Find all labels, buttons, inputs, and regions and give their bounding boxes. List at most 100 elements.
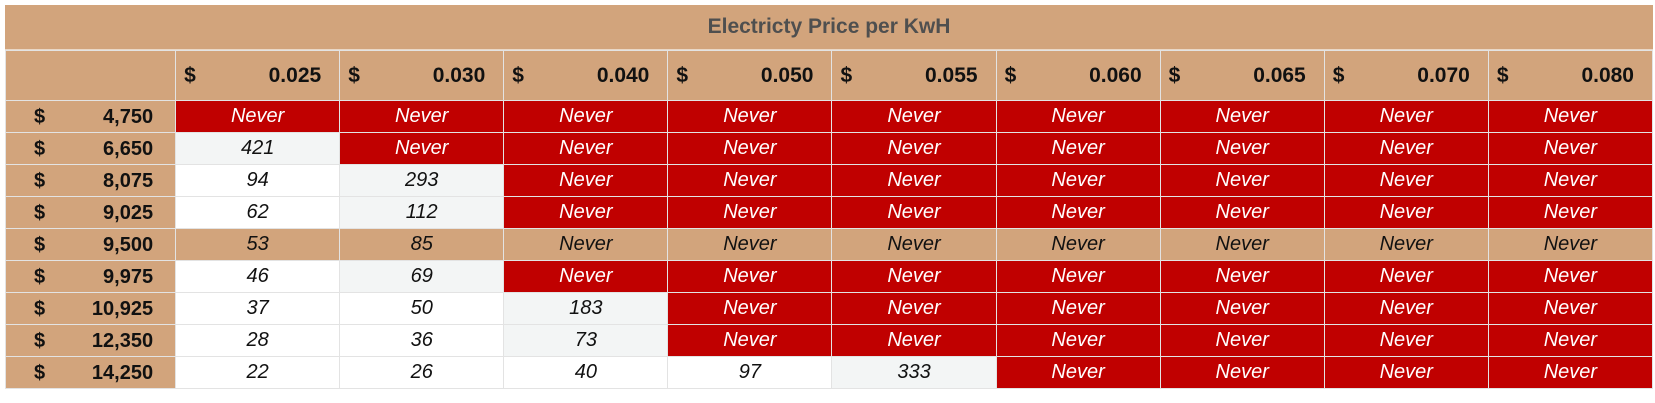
payback-cell[interactable]: 37 (175, 292, 341, 325)
payback-cell[interactable]: 50 (339, 292, 505, 325)
never-cell[interactable]: Never (1159, 260, 1325, 293)
never-cell[interactable]: Never (1487, 228, 1654, 261)
never-cell[interactable]: Never (995, 292, 1161, 325)
never-cell[interactable]: Never (1323, 324, 1489, 357)
never-cell[interactable]: Never (1159, 356, 1325, 389)
never-cell[interactable]: Never (1487, 132, 1654, 165)
price-header-cell[interactable]: $0.070 (1323, 50, 1489, 101)
never-cell[interactable]: Never (831, 132, 997, 165)
never-cell[interactable]: Never (1323, 132, 1489, 165)
never-cell[interactable]: Never (1159, 292, 1325, 325)
price-header-cell[interactable]: $0.055 (831, 50, 997, 101)
never-cell[interactable]: Never (339, 132, 505, 165)
never-cell[interactable]: Never (831, 260, 997, 293)
never-cell[interactable]: Never (1323, 164, 1489, 197)
system-cost-cell[interactable]: $4,750 (4, 100, 177, 133)
never-cell[interactable]: Never (995, 196, 1161, 229)
never-cell[interactable]: Never (503, 100, 669, 133)
never-cell[interactable]: Never (995, 100, 1161, 133)
never-cell[interactable]: Never (667, 228, 833, 261)
never-cell[interactable]: Never (831, 196, 997, 229)
never-cell[interactable]: Never (831, 324, 997, 357)
never-cell[interactable]: Never (831, 292, 997, 325)
table-title[interactable]: Electricty Price per KwH (5, 5, 1653, 50)
payback-cell[interactable]: 46 (175, 260, 341, 293)
never-cell[interactable]: Never (1159, 164, 1325, 197)
payback-cell[interactable]: 333 (831, 356, 997, 389)
system-cost-cell[interactable]: $9,975 (4, 260, 177, 293)
never-cell[interactable]: Never (995, 228, 1161, 261)
price-header-cell[interactable]: $0.080 (1487, 50, 1654, 101)
never-cell[interactable]: Never (503, 132, 669, 165)
system-cost-cell[interactable]: $9,025 (4, 196, 177, 229)
price-header-cell[interactable]: $0.065 (1159, 50, 1325, 101)
never-cell[interactable]: Never (175, 100, 341, 133)
payback-cell[interactable]: 97 (667, 356, 833, 389)
never-cell[interactable]: Never (995, 260, 1161, 293)
payback-cell[interactable]: 112 (339, 196, 505, 229)
never-cell[interactable]: Never (503, 196, 669, 229)
never-cell[interactable]: Never (1487, 260, 1654, 293)
never-cell[interactable]: Never (667, 324, 833, 357)
payback-cell[interactable]: 40 (503, 356, 669, 389)
payback-cell[interactable]: 94 (175, 164, 341, 197)
never-cell[interactable]: Never (1323, 100, 1489, 133)
system-cost-cell[interactable]: $6,650 (4, 132, 177, 165)
payback-cell[interactable]: 28 (175, 324, 341, 357)
never-cell[interactable]: Never (667, 164, 833, 197)
never-cell[interactable]: Never (831, 164, 997, 197)
never-cell[interactable]: Never (667, 100, 833, 133)
payback-cell[interactable]: 69 (339, 260, 505, 293)
payback-cell[interactable]: 53 (175, 228, 341, 261)
never-cell[interactable]: Never (667, 196, 833, 229)
never-cell[interactable]: Never (1159, 100, 1325, 133)
price-header-cell[interactable]: $0.060 (995, 50, 1161, 101)
never-cell[interactable]: Never (1159, 324, 1325, 357)
price-header-cell[interactable]: $0.050 (667, 50, 833, 101)
never-cell[interactable]: Never (1323, 292, 1489, 325)
never-cell[interactable]: Never (1487, 324, 1654, 357)
payback-cell[interactable]: 421 (175, 132, 341, 165)
never-cell[interactable]: Never (667, 260, 833, 293)
never-cell[interactable]: Never (503, 164, 669, 197)
payback-cell[interactable]: 73 (503, 324, 669, 357)
never-cell[interactable]: Never (1159, 228, 1325, 261)
payback-cell[interactable]: 62 (175, 196, 341, 229)
never-cell[interactable]: Never (667, 132, 833, 165)
never-cell[interactable]: Never (1323, 228, 1489, 261)
never-cell[interactable]: Never (1487, 164, 1654, 197)
never-cell[interactable]: Never (1323, 196, 1489, 229)
system-cost-cell[interactable]: $14,250 (4, 356, 177, 389)
never-cell[interactable]: Never (1159, 132, 1325, 165)
never-cell[interactable]: Never (1487, 100, 1654, 133)
payback-cell[interactable]: 22 (175, 356, 341, 389)
never-cell[interactable]: Never (339, 100, 505, 133)
never-cell[interactable]: Never (1323, 260, 1489, 293)
never-cell[interactable]: Never (1487, 196, 1654, 229)
price-header-cell[interactable]: $0.030 (339, 50, 505, 101)
never-cell[interactable]: Never (1487, 292, 1654, 325)
never-cell[interactable]: Never (995, 324, 1161, 357)
payback-cell[interactable]: 293 (339, 164, 505, 197)
system-cost-cell[interactable]: $9,500 (4, 228, 177, 261)
never-cell[interactable]: Never (503, 260, 669, 293)
never-cell[interactable]: Never (831, 100, 997, 133)
never-cell[interactable]: Never (995, 132, 1161, 165)
payback-cell[interactable]: 26 (339, 356, 505, 389)
never-cell[interactable]: Never (503, 228, 669, 261)
system-cost-cell[interactable]: $12,350 (4, 324, 177, 357)
never-cell[interactable]: Never (1159, 196, 1325, 229)
never-cell[interactable]: Never (667, 292, 833, 325)
never-cell[interactable]: Never (831, 228, 997, 261)
corner-cell[interactable] (4, 50, 177, 101)
never-cell[interactable]: Never (1323, 356, 1489, 389)
system-cost-cell[interactable]: $10,925 (4, 292, 177, 325)
price-header-cell[interactable]: $0.025 (175, 50, 341, 101)
never-cell[interactable]: Never (995, 356, 1161, 389)
system-cost-cell[interactable]: $8,075 (4, 164, 177, 197)
payback-cell[interactable]: 85 (339, 228, 505, 261)
never-cell[interactable]: Never (995, 164, 1161, 197)
payback-cell[interactable]: 36 (339, 324, 505, 357)
never-cell[interactable]: Never (1487, 356, 1654, 389)
payback-cell[interactable]: 183 (503, 292, 669, 325)
